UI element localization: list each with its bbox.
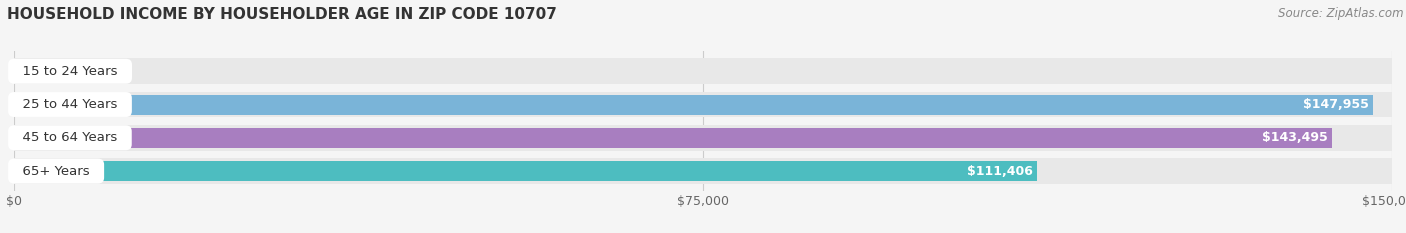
Bar <box>14 158 1392 184</box>
Text: $147,955: $147,955 <box>1303 98 1368 111</box>
Text: $143,495: $143,495 <box>1261 131 1327 144</box>
Text: 65+ Years: 65+ Years <box>14 164 98 178</box>
Bar <box>14 95 1374 114</box>
Text: 25 to 44 Years: 25 to 44 Years <box>14 98 127 111</box>
Text: Source: ZipAtlas.com: Source: ZipAtlas.com <box>1278 7 1403 20</box>
Bar <box>14 161 1038 181</box>
Bar <box>14 58 1392 84</box>
Text: $0: $0 <box>25 65 41 78</box>
Text: $111,406: $111,406 <box>967 164 1033 178</box>
Text: 45 to 64 Years: 45 to 64 Years <box>14 131 125 144</box>
Bar <box>14 128 1333 148</box>
Text: 15 to 24 Years: 15 to 24 Years <box>14 65 127 78</box>
Bar <box>14 125 1392 151</box>
Text: HOUSEHOLD INCOME BY HOUSEHOLDER AGE IN ZIP CODE 10707: HOUSEHOLD INCOME BY HOUSEHOLDER AGE IN Z… <box>7 7 557 22</box>
Bar <box>14 92 1392 117</box>
